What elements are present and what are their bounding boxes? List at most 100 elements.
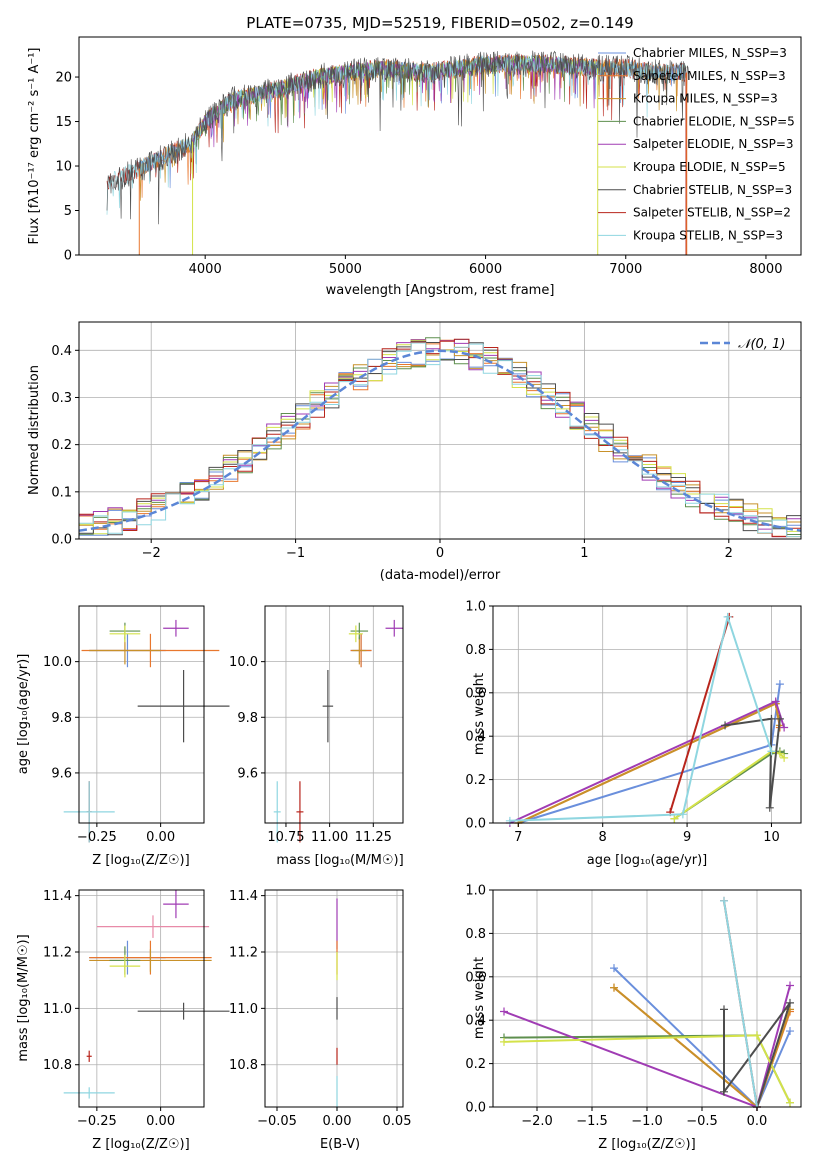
x-tick-label: 6000 (469, 262, 502, 277)
axis-ticks: −2.0 −1.5 −1.0 −0.5 0.0 0.0 0.2 0.4 0.6 0.8 1.0 (465, 884, 767, 1130)
legend-entry: Chabrier ELODIE, N_SSP=5 (633, 114, 795, 128)
spectrum-panel: PLATE=0735, MJD=52519, FIBERID=0502, z=0… (27, 14, 802, 298)
weight-marker (780, 723, 789, 732)
x-tick-label: 1 (580, 546, 588, 561)
x-tick-label: 7 (514, 830, 522, 845)
y-tick-label: 0.3 (51, 391, 72, 406)
x-axis-label: E(B-V) (320, 1137, 360, 1152)
weight-marker (775, 749, 784, 758)
plot-area (493, 606, 801, 823)
weight-marker (771, 697, 780, 706)
model-kroupa-stelib (106, 54, 687, 215)
x-tick-label: 4000 (189, 262, 222, 277)
y-tick-label: 10.0 (229, 655, 258, 670)
axis-ticks: −0.25 0.00 10.8 11.0 11.2 11.4 (43, 889, 175, 1129)
y-tick-label: 0 (64, 249, 72, 264)
data-spectrum (106, 50, 689, 225)
y-tick-label: 9.6 (51, 766, 72, 781)
y-tick-label: 11.2 (43, 946, 72, 961)
histogram-series (79, 338, 801, 538)
weight-marker (678, 810, 687, 819)
x-tick-label: −0.5 (686, 1114, 718, 1129)
axis-ticks: −2 −1 0 1 2 0.0 0.1 0.2 0.3 0.4 (51, 344, 733, 561)
y-tick-label: 11.0 (229, 1002, 258, 1017)
residual-panel: 𝒩(0, 1) −2 −1 0 1 2 0.0 0.1 0.2 0.3 0.4 (data-mode… (27, 321, 802, 583)
parameter-panels: −0.25 0.00 9.6 9.8 10.0 Z [log₁₀(Z/Z☉)] age [l… (16, 600, 802, 1152)
plot-frame (264, 889, 404, 1108)
y-tick-label: 15 (55, 115, 72, 130)
y-tick-label: 0.0 (465, 1101, 486, 1116)
x-tick-label: 5000 (329, 262, 362, 277)
y-tick-label: 5 (64, 204, 72, 219)
x-tick-label: 10.75 (267, 830, 304, 845)
y-tick-label: 1.0 (465, 600, 486, 615)
x-tick-label: −0.25 (77, 1114, 117, 1129)
legend-entry: 𝒩(0, 1) (738, 337, 785, 352)
legend-entry: Kroupa STELIB, N_SSP=3 (633, 228, 783, 242)
legend-entry: Salpeter ELODIE, N_SSP=3 (633, 137, 794, 151)
weight-marker (670, 814, 679, 823)
legend-entry: Salpeter STELIB, N_SSP=2 (633, 206, 791, 220)
spectrum-legend: Chabrier MILES, N_SSP=3 Salpeter MILES, N… (598, 46, 795, 242)
x-tick-label: −0.05 (257, 1114, 297, 1129)
spectrum-xlabel: wavelength [Angstrom, rest frame] (326, 283, 555, 298)
spectrum-title: PLATE=0735, MJD=52519, FIBERID=0502, z=0… (246, 14, 633, 32)
weight-marker (775, 714, 784, 723)
residual-ylabel: Normed distribution (27, 365, 42, 495)
weight-marker (786, 998, 794, 1007)
x-tick-label: −0.25 (77, 830, 117, 845)
y-tick-label: 0.0 (51, 533, 72, 548)
histogram-series (79, 342, 801, 538)
weight-line (724, 717, 781, 808)
weight-line (723, 900, 758, 1108)
legend-entry: Kroupa MILES, N_SSP=3 (633, 92, 778, 106)
y-axis-label: age [log₁₀(age/yr)] (16, 654, 31, 775)
x-axis-label: Z [log₁₀(Z/Z☉)] (92, 853, 189, 868)
axis-ticks: −0.05 0.00 0.05 10.8 11.0 11.2 11.4 (229, 889, 411, 1129)
weight-line (509, 613, 773, 822)
legend-entry: Kroupa ELODIE, N_SSP=5 (633, 160, 786, 174)
y-tick-label: 10.0 (43, 655, 72, 670)
y-tick-label: 1.0 (465, 884, 486, 899)
y-tick-label: 0.0 (465, 817, 486, 832)
x-tick-label: 0.05 (383, 1114, 412, 1129)
panel-massweight-vs-age: 7 8 9 10 0.0 0.2 0.4 0.6 0.8 1.0 age [log₁₀(age/yr… (465, 600, 802, 868)
x-tick-label: 0.0 (747, 1114, 768, 1129)
x-tick-label: 2 (725, 546, 733, 561)
y-tick-label: 10.8 (43, 1058, 72, 1073)
x-tick-label: 0.00 (323, 1114, 352, 1129)
weight-marker (786, 981, 794, 990)
weight-marker (753, 1031, 761, 1040)
y-tick-label: 9.6 (237, 766, 258, 781)
y-tick-label: 9.8 (51, 711, 72, 726)
y-tick-label: 10.8 (229, 1058, 258, 1073)
panel-age-vs-Z: −0.25 0.00 9.6 9.8 10.0 Z [log₁₀(Z/Z☉)] age [l… (16, 605, 230, 868)
spectrum-plot: 4000 5000 6000 7000 8000 0 5 10 15 20 (55, 50, 782, 277)
plot-frame (78, 889, 205, 1108)
x-tick-label: −2.0 (521, 1114, 553, 1129)
weight-marker (720, 1087, 728, 1096)
weight-marker (780, 753, 789, 762)
x-axis-label: Z [log₁₀(Z/Z☉)] (92, 1137, 189, 1152)
x-tick-label: 7000 (609, 262, 642, 277)
normal-curve (78, 349, 802, 532)
x-tick-label: 8000 (749, 262, 782, 277)
weight-marker (720, 1005, 728, 1014)
y-tick-label: 11.4 (229, 889, 258, 904)
x-tick-label: −1.5 (576, 1114, 608, 1129)
weight-marker (767, 714, 776, 723)
weight-marker (786, 1098, 794, 1107)
y-tick-label: 0.4 (465, 1014, 486, 1029)
x-tick-label: 11.25 (355, 830, 392, 845)
y-tick-label: 0.2 (465, 1057, 486, 1072)
x-tick-label: 11.00 (311, 830, 348, 845)
weight-marker (500, 1007, 508, 1016)
legend-entry: Chabrier STELIB, N_SSP=3 (633, 183, 792, 197)
plot-area (265, 890, 403, 1107)
weight-marker (767, 747, 776, 756)
y-axis-label: mass [log₁₀(M/M☉)] (16, 934, 31, 1061)
plot-area (79, 606, 204, 823)
plot-area (265, 606, 403, 823)
axis-ticks: 7 8 9 10 0.0 0.2 0.4 0.6 0.8 1.0 (465, 600, 779, 846)
